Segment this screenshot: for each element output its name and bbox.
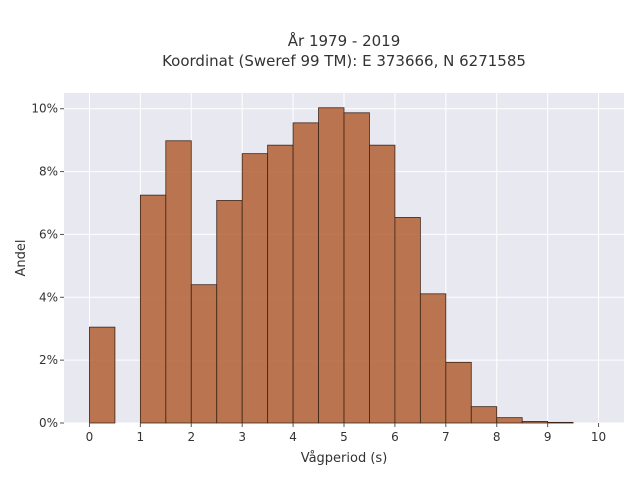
histogram-bar (267, 144, 294, 424)
x-tick-label: 8 (493, 430, 501, 444)
histogram-bar (89, 326, 116, 424)
histogram-bar (419, 293, 447, 424)
histogram-bar (216, 200, 243, 424)
chart-title: År 1979 - 2019 (288, 31, 401, 50)
histogram-bar (547, 421, 574, 424)
x-tick-label: 2 (187, 430, 195, 444)
histogram-bar (394, 217, 421, 424)
histogram-bar (521, 421, 549, 424)
histogram-bar (241, 153, 269, 424)
y-tick-label: 0% (39, 416, 58, 430)
y-axis-ticks: 0% 2% 4% 6% 8% 10% (31, 102, 64, 430)
chart-subtitle: Koordinat (Sweref 99 TM): E 373666, N 62… (162, 52, 526, 70)
histogram-bar (190, 284, 218, 424)
x-tick-label: 7 (442, 430, 450, 444)
x-tick-label: 4 (289, 430, 297, 444)
y-axis-label: Andel (14, 240, 29, 277)
x-tick-label: 3 (238, 430, 246, 444)
y-tick-label: 6% (39, 227, 58, 241)
histogram-bar (139, 194, 167, 424)
x-axis-ticks: 0 1 2 3 4 5 6 7 8 9 10 (86, 423, 606, 444)
histogram-bar (343, 112, 370, 424)
histogram-bar (369, 144, 396, 424)
x-tick-label: 1 (137, 430, 145, 444)
x-tick-label: 9 (544, 430, 552, 444)
x-tick-label: 0 (86, 430, 94, 444)
y-tick-label: 8% (39, 165, 58, 179)
x-axis-label: Vågperiod (s) (301, 451, 388, 466)
bars (89, 107, 574, 424)
x-tick-label: 10 (591, 430, 606, 444)
y-tick-label: 4% (39, 290, 58, 304)
histogram-bar (318, 107, 345, 424)
x-tick-label: 5 (340, 430, 348, 444)
y-tick-label: 2% (39, 353, 58, 367)
y-tick-label: 10% (31, 102, 58, 116)
histogram-bar (292, 122, 319, 424)
histogram-bar (470, 406, 498, 424)
histogram-bar (445, 361, 472, 424)
histogram-bar (496, 417, 523, 424)
x-tick-label: 6 (391, 430, 399, 444)
histogram-bar (165, 140, 192, 424)
